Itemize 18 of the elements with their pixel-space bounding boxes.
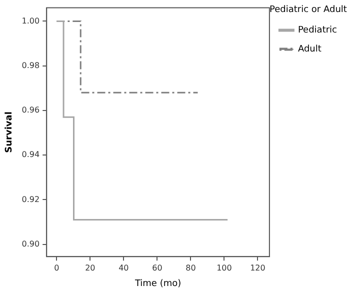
x-tick-label: 60	[152, 263, 162, 272]
y-tick-label: 0.98	[22, 60, 40, 70]
x-tick-label: 20	[85, 263, 96, 272]
x-tick-label: 120	[250, 263, 266, 272]
x-tick-label: 80	[186, 263, 196, 272]
x-axis-title: Time (mo)	[134, 278, 182, 289]
y-axis-title: Survival	[4, 112, 15, 153]
x-tick-label: 0	[54, 263, 60, 272]
x-tick-label: 100	[216, 263, 232, 272]
legend-label: Adult	[298, 44, 322, 55]
x-tick-label: 40	[118, 263, 129, 272]
y-tick-label: 0.92	[22, 194, 40, 204]
y-tick-label: 1.00	[22, 16, 40, 26]
y-tick-label: 0.94	[22, 150, 40, 160]
y-tick-label: 0.96	[22, 106, 40, 115]
legend-label: Pediatric	[298, 26, 338, 36]
y-tick-label: 0.90	[22, 239, 40, 248]
legend-title: Pediatric or Adult	[270, 4, 348, 15]
